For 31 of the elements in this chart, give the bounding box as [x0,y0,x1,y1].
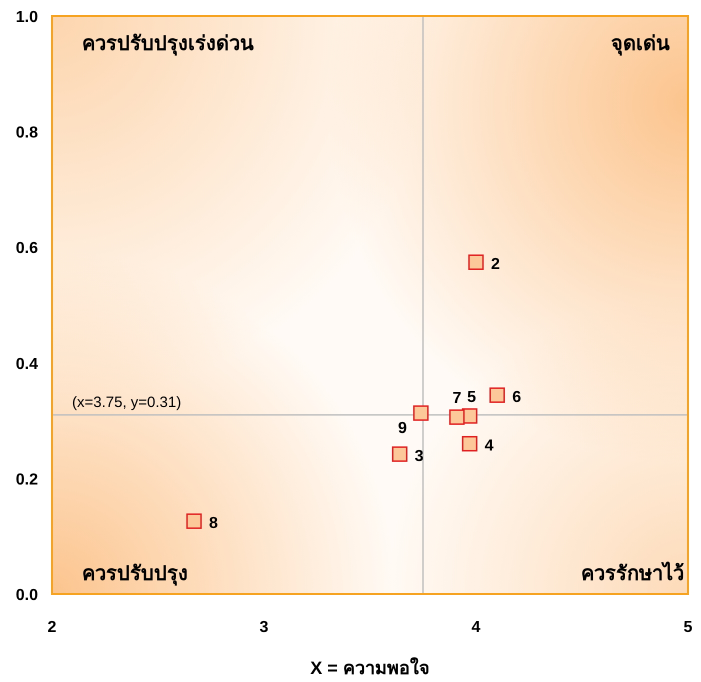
x-tick-label: 3 [260,619,269,636]
y-tick-label: 0.6 [16,240,38,258]
annotation: 3 [414,448,424,466]
annotation: 5 [467,388,476,406]
annotation: จุดเด่น [611,33,670,56]
y-tick-label: 0.0 [16,587,38,604]
annotation: 7 [452,390,462,408]
annotation: ควรปรับปรุงเร่งด่วน [82,33,254,56]
y-tick-label: 1.0 [16,9,38,26]
y-tick-label: 0.4 [16,356,38,373]
annotation: 9 [398,420,407,438]
x-tick-label: 2 [48,619,57,636]
point [186,513,202,529]
point [392,446,408,462]
point [462,436,478,452]
annotation: 2 [491,256,500,274]
x-axis-title: X = ความพอใจ [310,657,430,678]
x-tick-label: 5 [684,619,693,636]
x-tick-label: 4 [472,619,481,636]
annotation: ควรรักษาไว้ [581,561,684,585]
y-tick-label: 0.2 [16,471,38,488]
annotation: ควรปรับปรุง [82,563,188,586]
annotation: 8 [209,515,218,532]
point [468,254,484,270]
annotation: 6 [512,389,522,406]
point [449,409,465,425]
y-tick-label: 0.8 [16,124,38,142]
ref-line-label: (x=3.75, y=0.31) [72,394,182,411]
annotation: 4 [484,438,494,455]
point [413,405,429,421]
point [489,387,505,403]
